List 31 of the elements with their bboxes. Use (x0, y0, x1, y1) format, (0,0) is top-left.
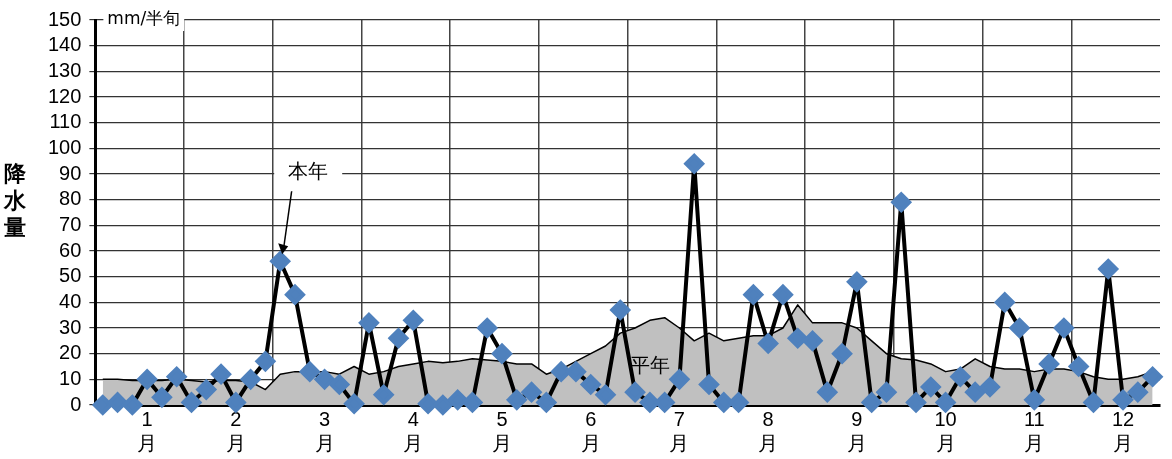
y-tick-label: 70 (59, 212, 82, 235)
y-tick-label: 0 (70, 392, 82, 415)
x-tick-label: 7 月 (669, 407, 690, 454)
y-tick-label: 150 (47, 7, 82, 30)
x-tick-label: 6 月 (580, 407, 601, 454)
x-tick-label: 2 月 (225, 407, 246, 454)
y-tick-label: 130 (47, 58, 82, 81)
y-tick-label: 20 (59, 341, 82, 364)
y-tick-label: 10 (59, 366, 82, 389)
y-tick-label: 90 (59, 161, 82, 184)
x-tick-label: 10 月 (934, 407, 957, 454)
x-tick-label: 9 月 (846, 407, 867, 454)
x-tick-label: 3 月 (314, 407, 335, 454)
x-tick-label: 5 月 (492, 407, 512, 454)
text: 本年 (288, 159, 329, 184)
x-tick-label: 11 月 (1023, 407, 1045, 454)
y-tick-label: 50 (59, 264, 82, 287)
x-tick-label: 1 月 (137, 407, 158, 454)
y-tick-label: 30 (59, 315, 82, 338)
x-tick-label: 4 月 (403, 407, 424, 454)
y-tick-label: 120 (47, 84, 82, 107)
y-tick-label: 140 (47, 33, 82, 56)
y-axis-title: 降水量 (4, 160, 26, 241)
annotation: mm/半旬 (107, 8, 181, 29)
y-tick-label: 110 (49, 110, 82, 133)
y-tick-label: 100 (47, 135, 82, 158)
y-tick-label: 40 (59, 289, 82, 312)
y-tick-label: 60 (59, 238, 82, 261)
x-tick-label: 12 月 (1111, 407, 1135, 454)
x-tick-label: 8 月 (758, 407, 779, 454)
y-tick-label: 80 (59, 187, 82, 210)
